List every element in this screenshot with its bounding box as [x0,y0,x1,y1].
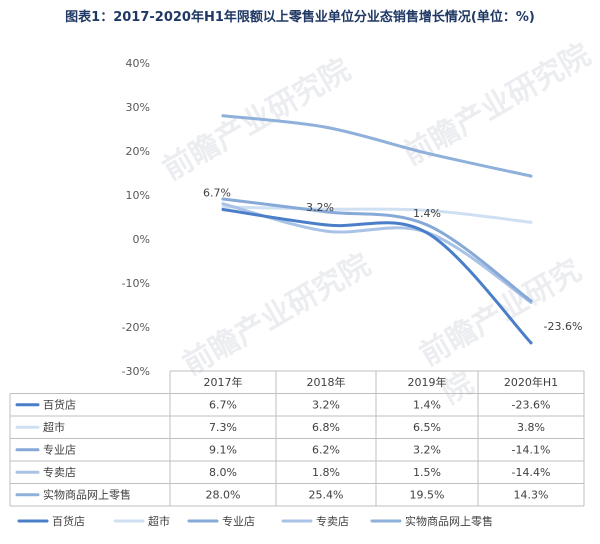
table-cell: -14.4% [512,466,551,479]
y-tick-label: 20% [126,145,150,158]
data-point [324,125,328,129]
y-tick-label: 10% [126,189,150,202]
data-point [324,210,328,214]
series-lines [221,114,533,345]
data-label: 1.4% [413,207,441,220]
series-line-2 [221,197,533,303]
chart-title: 图表1：2017-2020年H1年限额以上零售业单位分业态销售增长情况(单位：%… [65,9,535,25]
data-label: -23.6% [544,320,583,333]
data-point [324,223,328,227]
legend-label: 超市 [148,514,170,528]
table-cell: 8.0% [209,466,237,479]
table-cell: 6.8% [312,421,340,434]
table-header-cell: 2019年 [408,375,447,389]
table-cell: 1.8% [312,466,340,479]
series-line-4 [221,114,533,178]
data-point [529,220,533,224]
table-row-label: 专业店 [43,443,76,457]
table-cell: -23.6% [512,399,551,412]
y-tick-label: -20% [122,321,150,334]
series-line-1 [221,205,533,224]
table-cell: 3.2% [312,399,340,412]
data-point [425,231,429,235]
table-cell: 6.2% [312,444,340,457]
y-tick-label: 0% [133,233,150,246]
data-label: 6.7% [203,187,231,200]
table-row-label: 百货店 [43,398,76,412]
table-row-label: 专卖店 [43,465,76,479]
data-table: 2017年 2018年 2019年 2020年H1 百货店 6.7% 3.2% 1.4% -23… [9,370,585,507]
data-point [425,151,429,155]
y-tick-label: -30% [122,365,150,378]
y-tick-label: -10% [122,277,150,290]
table-cell: 3.8% [517,421,545,434]
table-header-cell: 2020年H1 [504,375,558,389]
table-cell: -14.1% [512,444,551,457]
table-header-cell: 2017年 [204,375,243,389]
table-row-label: 实物商品网上零售 [43,488,131,502]
legend-label: 专业店 [222,514,255,528]
table-cell: 3.2% [413,444,441,457]
data-point [221,205,225,209]
table-cell: 1.5% [413,466,441,479]
table-cell: 7.3% [209,421,237,434]
table-cell: 25.4% [309,489,344,502]
table-cell: 9.1% [209,444,237,457]
data-point [221,197,225,201]
data-point [221,114,225,118]
data-label: 3.2% [306,201,334,214]
y-tick-label: 40% [126,57,150,70]
data-point [529,174,533,178]
table-cell: 6.5% [413,421,441,434]
y-tick-label: 30% [126,101,150,114]
data-point [324,229,328,233]
data-point [221,202,225,206]
legend: 百货店 超市 专业店 专卖店 实物商品网上零售 [17,514,493,528]
data-point [425,223,429,227]
data-point [529,341,533,345]
table-cell: 19.5% [410,489,445,502]
legend-label: 百货店 [52,514,85,528]
data-point [324,207,328,211]
legend-label: 专卖店 [316,514,349,528]
data-point [221,208,225,212]
legend-label: 实物商品网上零售 [405,514,493,528]
table-row-label: 超市 [43,420,65,434]
table-header-cell: 2018年 [307,375,346,389]
table-cell: 14.3% [514,489,549,502]
data-point [425,208,429,212]
data-labels: 6.7% 3.2% 1.4% -23.6% [203,187,582,333]
table-cell: 6.7% [209,399,237,412]
table-cell: 1.4% [413,399,441,412]
table-cell: 28.0% [206,489,241,502]
y-axis: 40% 30% 20% 10% 0% -10% -20% -30% [122,57,150,378]
data-point [529,299,533,303]
series-line-0 [221,208,533,345]
